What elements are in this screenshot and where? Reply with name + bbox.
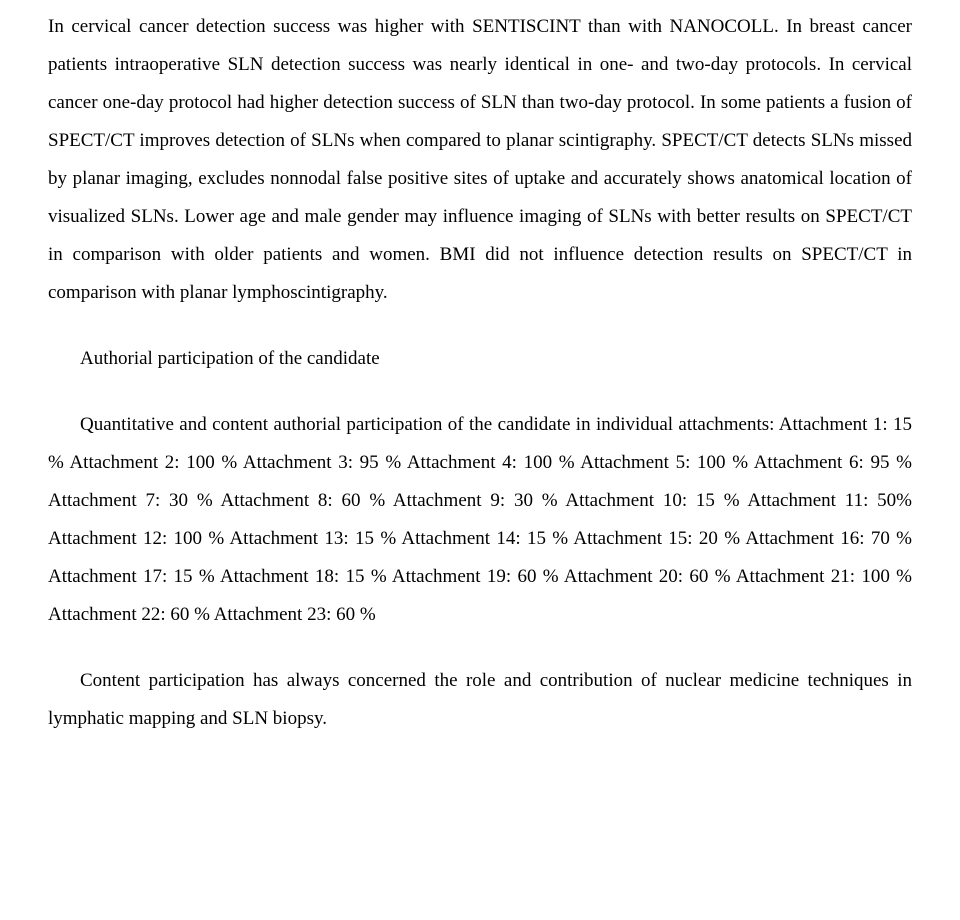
section-heading: Authorial participation of the candidate [48, 340, 912, 378]
paragraph-attachments: Quantitative and content authorial parti… [48, 406, 912, 634]
paragraph-content-participation: Content participation has always concern… [48, 662, 912, 738]
document-page: In cervical cancer detection success was… [0, 0, 960, 806]
paragraph-results: In cervical cancer detection success was… [48, 8, 912, 312]
